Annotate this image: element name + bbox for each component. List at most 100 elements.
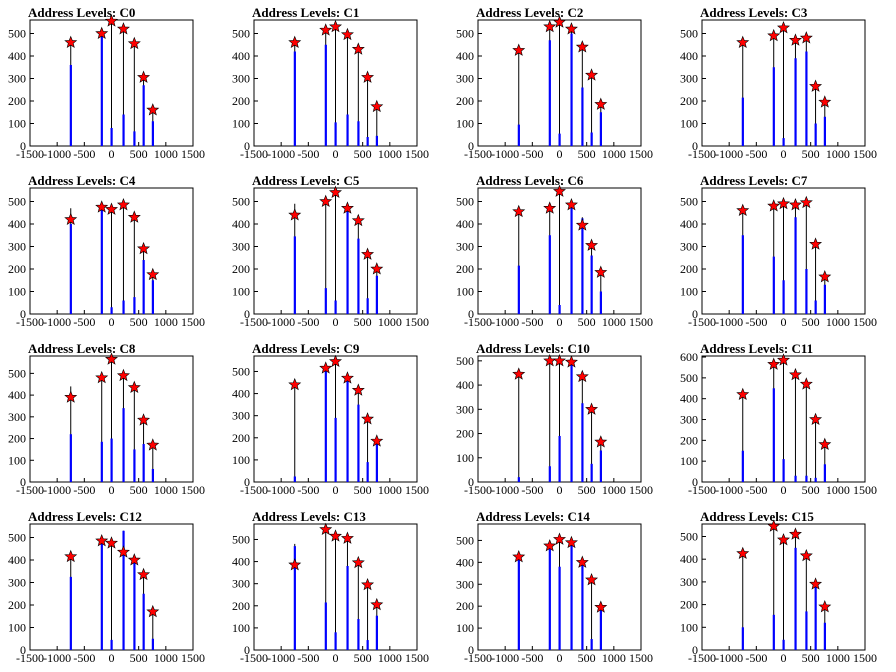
data-bar [599,450,602,482]
star-marker [370,99,384,113]
data-bar [375,275,378,314]
star-marker [594,600,608,613]
y-tick-label: 500 [8,531,26,545]
data-bar [334,417,337,482]
star-marker [340,201,354,214]
star-marker [127,210,141,223]
data-bar [599,112,602,146]
star-marker [564,535,578,549]
data-bar [122,300,125,314]
x-tick-label: 0 [557,483,563,497]
x-tick-label: 500 [802,483,820,497]
star-marker [288,377,302,391]
x-tick-label: 1500 [853,651,877,665]
star-marker [575,369,589,383]
data-bar [814,477,817,482]
x-tick-label: 1500 [629,147,653,161]
y-tick-label: 0 [468,307,474,321]
star-marker [116,545,130,558]
star-marker [116,22,130,35]
data-bar [570,363,573,482]
x-tick-label: -500 [297,147,319,161]
y-tick-label: 0 [244,643,250,657]
y-tick-label: 0 [692,643,698,657]
x-tick-label: 1000 [826,315,850,329]
x-tick-label: 1000 [378,651,402,665]
star-marker [95,534,109,547]
y-tick-label: 500 [8,27,26,41]
x-tick-label: -1000 [267,315,295,329]
star-marker [288,208,302,221]
y-tick-label: 300 [456,577,474,591]
y-tick-label: 300 [680,575,698,589]
y-tick-label: 400 [456,378,474,392]
star-marker [64,212,78,226]
y-tick-label: 400 [456,217,474,231]
data-bar [346,114,349,146]
y-tick-label: 400 [8,388,26,402]
data-bar [366,462,369,482]
y-tick-label: 0 [20,475,26,489]
data-bar [823,116,826,146]
data-bar [69,224,72,314]
data-bar [581,403,584,482]
star-marker [137,70,151,83]
y-tick-label: 300 [456,72,474,86]
data-bar [823,622,826,650]
star-marker [319,23,333,36]
star-marker [512,367,526,380]
y-tick-label: 300 [680,72,698,86]
x-tick-label: -1000 [43,147,71,161]
y-tick-label: 200 [8,94,26,108]
star-marker [594,435,608,448]
x-tick-label: 0 [333,147,339,161]
star-marker [799,377,813,390]
star-marker [105,202,118,215]
x-tick-label: -500 [745,315,767,329]
y-tick-label: 100 [232,285,250,299]
x-tick-label: 0 [781,483,787,497]
panel-title: Address Levels: C5 [252,173,360,188]
data-bar [581,562,584,650]
y-tick-label: 0 [468,475,474,489]
x-tick-label: 500 [354,483,372,497]
y-tick-label: 400 [8,49,26,63]
y-tick-label: 200 [680,433,698,447]
data-bar [110,128,113,146]
y-tick-label: 300 [680,413,698,427]
data-bar [794,475,797,482]
data-bar [293,51,296,146]
star-marker [146,438,160,451]
data-bar [517,265,520,314]
x-tick-label: 500 [578,651,596,665]
x-tick-label: 500 [802,651,820,665]
data-bar [334,632,337,650]
y-tick-label: 400 [8,553,26,567]
x-tick-label: -500 [297,315,319,329]
x-tick-label: 1500 [405,147,429,161]
x-tick-label: -1000 [267,147,295,161]
y-tick-label: 500 [8,195,26,209]
y-tick-label: 500 [232,195,250,209]
star-marker [361,70,375,83]
star-marker [736,35,750,49]
x-tick-label: -1000 [267,651,295,665]
data-bar [366,298,369,314]
x-tick-label: 1000 [602,651,626,665]
x-tick-label: 500 [130,315,148,329]
chart-panel-13: Address Levels: C13 0 100 200 300 400 500 -1500… [232,509,429,665]
x-tick-label: 1000 [154,147,178,161]
y-tick-label: 400 [680,217,698,231]
data-bar [133,297,136,314]
data-bar [375,615,378,650]
x-tick-label: -1500 [464,147,492,161]
y-tick-label: 400 [456,49,474,63]
x-tick-label: -1500 [464,315,492,329]
panel-title: Address Levels: C2 [476,5,583,20]
data-bar [110,438,113,482]
data-bar [548,40,551,146]
data-bar [133,131,136,146]
y-tick-label: 500 [680,27,698,41]
star-marker [553,532,566,545]
y-tick-label: 400 [232,387,250,401]
